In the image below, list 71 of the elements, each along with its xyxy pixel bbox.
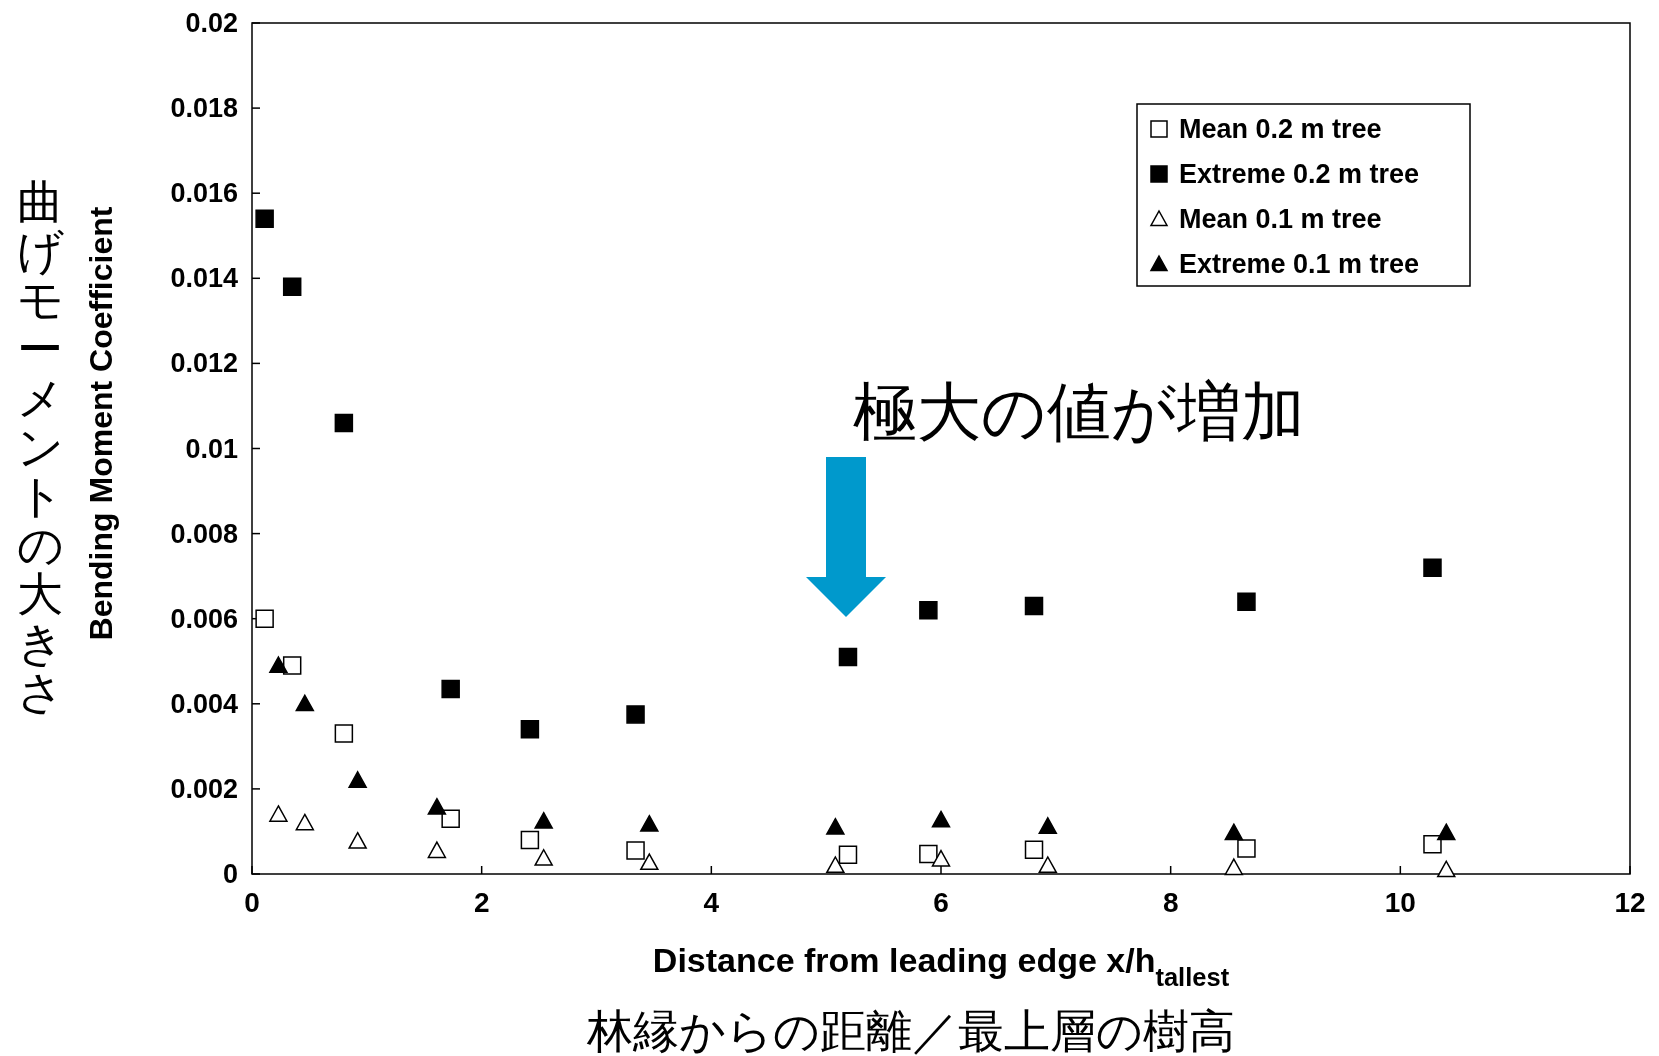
legend-label: Extreme 0.2 m tree bbox=[1179, 159, 1420, 189]
legend-label: Mean 0.2 m tree bbox=[1179, 114, 1382, 144]
y-tick-label: 0.018 bbox=[170, 93, 238, 124]
y-tick-label: 0.01 bbox=[185, 433, 238, 464]
point bbox=[520, 720, 540, 739]
y-tick-label: 0.004 bbox=[170, 688, 238, 719]
point bbox=[1437, 860, 1456, 878]
point bbox=[269, 656, 288, 674]
x-tick-label: 4 bbox=[703, 887, 720, 918]
point bbox=[838, 647, 858, 667]
legend-label: Extreme 0.1 m tree bbox=[1179, 249, 1420, 279]
point bbox=[441, 679, 460, 699]
point bbox=[1237, 839, 1256, 858]
point bbox=[1423, 558, 1442, 577]
legend-label: Mean 0.1 m tree bbox=[1179, 204, 1382, 234]
point bbox=[1024, 840, 1044, 859]
annotation: 極大の値が増加 bbox=[853, 376, 1305, 448]
point bbox=[1038, 817, 1058, 834]
point bbox=[334, 413, 354, 433]
x-axis-title: Distance from leading edge x/h$_{tallest}$ bbox=[652, 941, 1230, 991]
point bbox=[626, 841, 645, 860]
text: 林縁からの距離／最上層の樹高 bbox=[586, 1005, 1235, 1056]
point bbox=[1423, 834, 1442, 854]
point bbox=[826, 817, 845, 835]
point bbox=[1024, 596, 1044, 616]
point bbox=[282, 656, 302, 675]
point bbox=[640, 814, 659, 832]
point bbox=[427, 797, 447, 815]
point bbox=[282, 277, 302, 297]
point bbox=[441, 809, 460, 828]
y-tick-label: 0.016 bbox=[170, 178, 238, 209]
point bbox=[1224, 823, 1244, 841]
point bbox=[427, 841, 447, 859]
y-tick-label: 0.002 bbox=[170, 773, 238, 804]
point bbox=[295, 694, 315, 712]
x-tick-label: 0 bbox=[244, 887, 260, 918]
point bbox=[520, 830, 540, 850]
point bbox=[1437, 823, 1456, 841]
point bbox=[348, 771, 367, 788]
point bbox=[1224, 858, 1244, 876]
text: 曲げモーメントの大きさ bbox=[16, 176, 64, 718]
y-tick-label: 0.008 bbox=[170, 518, 238, 549]
point bbox=[534, 849, 553, 866]
x-tick-label: 12 bbox=[1614, 887, 1646, 918]
point bbox=[826, 856, 845, 874]
point bbox=[534, 811, 553, 829]
point bbox=[255, 609, 274, 628]
x-tick-label: 10 bbox=[1384, 887, 1416, 918]
point bbox=[838, 845, 858, 865]
x-tick-label: 8 bbox=[1162, 887, 1179, 918]
point bbox=[931, 849, 951, 867]
x-tick-label: 6 bbox=[933, 887, 949, 918]
point bbox=[931, 810, 951, 828]
y-tick-label: 0.014 bbox=[170, 263, 238, 294]
point bbox=[640, 853, 659, 871]
point bbox=[919, 600, 938, 620]
point bbox=[295, 813, 315, 831]
point bbox=[255, 209, 274, 228]
point bbox=[348, 831, 367, 849]
y-tick-label: 0.012 bbox=[170, 348, 238, 379]
point bbox=[334, 724, 354, 743]
point bbox=[1038, 856, 1058, 874]
y-axis-title: Bending Moment Coefficient bbox=[83, 206, 119, 641]
y-tick-label: 0 bbox=[222, 859, 238, 889]
point bbox=[269, 805, 288, 822]
point bbox=[919, 844, 938, 864]
y-tick-label: 0.006 bbox=[170, 603, 238, 634]
x-tick-label: 2 bbox=[473, 887, 490, 918]
point bbox=[1237, 592, 1256, 611]
y-tick-label: 0.02 bbox=[185, 8, 238, 38]
point bbox=[626, 705, 645, 724]
